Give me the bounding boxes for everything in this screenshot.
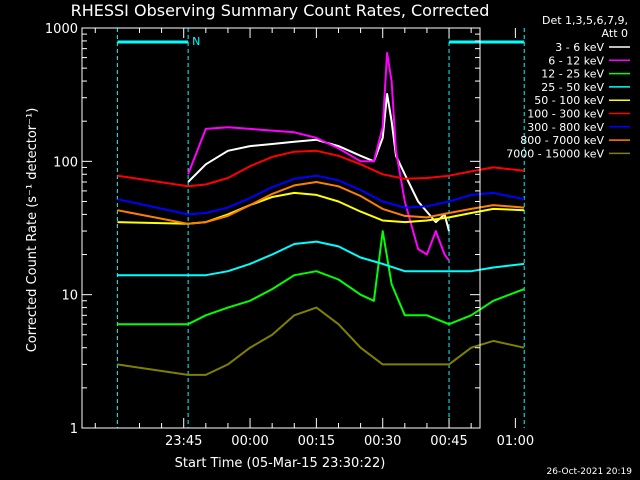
series-line-3	[117, 240, 525, 277]
legend-label-6: 300 - 800 keV	[527, 121, 604, 134]
plot-frame	[81, 27, 481, 429]
series-line-2	[117, 230, 525, 326]
series-line-6	[117, 174, 525, 216]
series-line-8	[117, 306, 525, 376]
series-line-7	[117, 181, 525, 225]
x-axis-label: Start Time (05-Mar-15 23:30:22)	[175, 456, 386, 471]
y-tick-label-1: 10	[61, 289, 78, 304]
legend-label-3: 25 - 50 keV	[541, 81, 604, 94]
legend-header-line-2: Att 0	[602, 27, 628, 40]
legend-label-1: 6 - 12 keV	[548, 54, 604, 67]
legend-label-0: 3 - 6 keV	[555, 41, 604, 54]
x-tick-label-2: 00:15	[298, 434, 335, 449]
x-tick-label-1: 00:00	[231, 434, 268, 449]
series-layer	[117, 51, 525, 376]
legend-label-8: 7000 - 15000 keV	[506, 147, 604, 160]
legend-label-4: 50 - 100 keV	[534, 94, 604, 107]
y-tick-label-3: 1000	[45, 22, 78, 37]
legend-label-2: 12 - 25 keV	[541, 68, 604, 81]
series-line-5	[117, 149, 525, 188]
y-tick-label-2: 100	[53, 155, 78, 170]
legend-label-7: 800 - 7000 keV	[520, 134, 604, 147]
chart-title: RHESSI Observing Summary Count Rates, Co…	[71, 1, 490, 20]
x-tick-label-0: 23:45	[165, 434, 202, 449]
x-tick-label-3: 00:30	[364, 434, 401, 449]
x-tick-label-5: 01:00	[497, 434, 534, 449]
y-axis-label: Corrected Count Rate (s⁻¹ detector⁻¹)	[25, 108, 40, 353]
axis-ticks: 1 10 100 1000 23:45 00:00 00:15 00:30 00:45 01:00	[45, 22, 534, 449]
annotation-label: N	[192, 35, 200, 48]
series-line-1	[187, 51, 450, 262]
x-tick-label-4: 00:45	[430, 434, 467, 449]
legend-label-5: 100 - 300 keV	[527, 108, 604, 121]
timestamp: 26-Oct-2021 20:19	[547, 467, 633, 477]
legend-header-line-1: Det 1,3,5,6,7,9,	[542, 14, 628, 27]
y-tick-label-0: 1	[70, 422, 78, 437]
